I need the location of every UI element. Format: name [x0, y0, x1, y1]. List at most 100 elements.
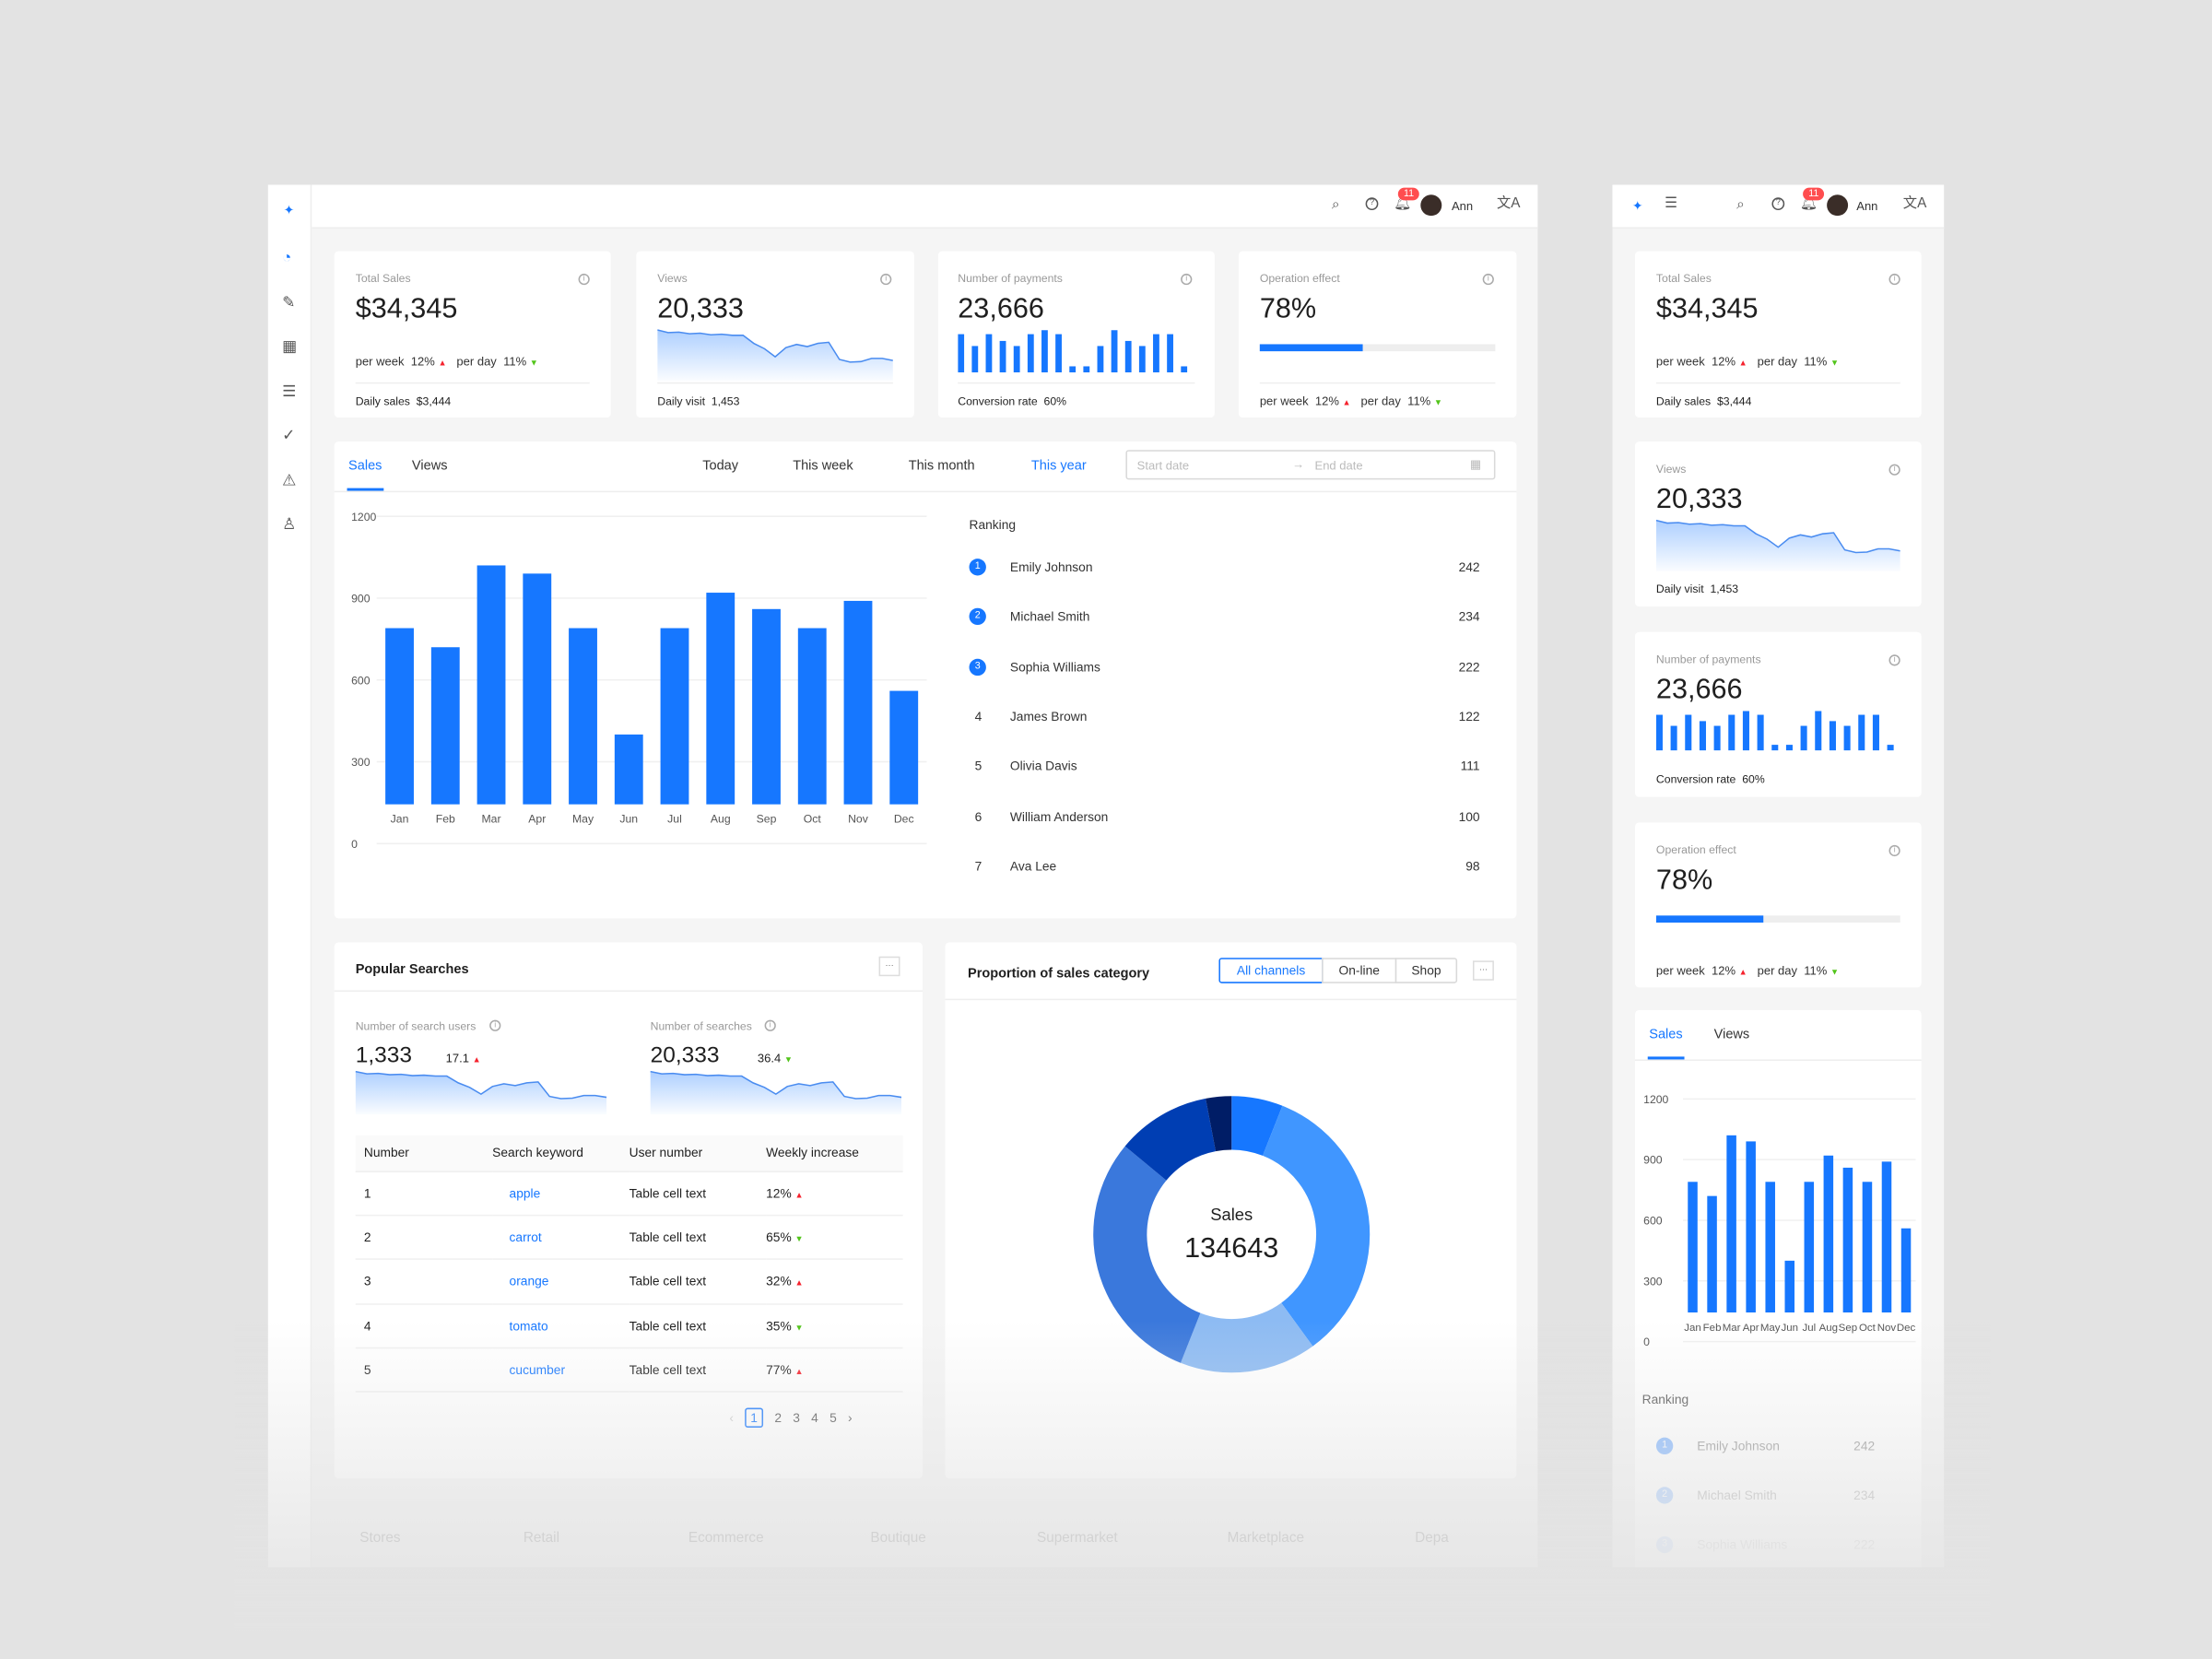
avatar[interactable] — [1420, 194, 1442, 217]
info-icon[interactable]: i — [1888, 654, 1900, 666]
footer-tab[interactable]: Boutique — [870, 1530, 926, 1547]
y-tick-label: 300 — [1643, 1275, 1663, 1288]
ranking-item: 5 Olivia Davis 111 — [970, 758, 1480, 777]
views-sparkline — [657, 329, 893, 382]
range-year[interactable]: This year — [1030, 458, 1087, 475]
card-value: 20,333 — [1655, 483, 1743, 515]
date-range-picker[interactable]: Start date → End date ▦ — [1125, 450, 1496, 480]
sparkline-line — [650, 1070, 902, 1100]
tab-views[interactable]: Views — [1713, 1027, 1750, 1043]
footer-tab[interactable]: Marketplace — [1227, 1530, 1304, 1547]
check-circle-icon[interactable]: ✓ — [282, 427, 296, 445]
footer-tab[interactable]: Ecommerce — [688, 1530, 764, 1547]
rank-name: Sophia Williams — [1009, 659, 1100, 675]
info-icon[interactable]: i — [880, 273, 892, 286]
payment-bar — [1027, 334, 1034, 373]
help-icon[interactable]: ? — [1771, 197, 1785, 211]
card-value: $34,345 — [1655, 293, 1759, 325]
cell-keyword[interactable]: orange — [509, 1274, 549, 1289]
search-users-value: 1,333 — [355, 1043, 413, 1068]
warning-icon[interactable]: ⚠ — [282, 471, 297, 489]
range-week[interactable]: This week — [793, 458, 853, 475]
info-icon[interactable]: i — [489, 1019, 501, 1031]
tab-views[interactable]: Views — [411, 458, 448, 475]
cell-number: 3 — [363, 1274, 371, 1289]
segment-shop[interactable]: Shop — [1394, 958, 1458, 983]
footer-tab[interactable]: Stores — [359, 1530, 401, 1547]
tab-indicator — [347, 488, 384, 491]
search-icon[interactable]: ⌕ — [1736, 197, 1745, 214]
tab-sales[interactable]: Sales — [348, 458, 382, 475]
translate-icon[interactable]: 文A — [1902, 195, 1927, 212]
dashboard-icon[interactable]: ◔ — [282, 249, 292, 267]
avatar[interactable] — [1827, 194, 1849, 217]
payment-bar — [1843, 725, 1851, 751]
info-icon[interactable]: i — [578, 273, 590, 286]
info-icon[interactable]: i — [1888, 464, 1900, 476]
payments-bars — [1655, 711, 1894, 751]
week-value: 12% — [1314, 394, 1339, 408]
user-name[interactable]: Ann — [1856, 198, 1878, 214]
range-month[interactable]: This month — [908, 458, 975, 475]
bar-apr — [1746, 1141, 1756, 1313]
footer-value: 1,453 — [711, 394, 740, 408]
col-user-number[interactable]: User number — [629, 1146, 703, 1160]
more-button[interactable]: ··· — [878, 956, 900, 977]
bar-oct — [797, 628, 827, 805]
donut-slice — [1231, 1096, 1283, 1156]
menu-icon[interactable]: ☰ — [1665, 195, 1677, 212]
search-icon[interactable]: ⌕ — [1331, 197, 1340, 214]
bar-sep — [752, 608, 781, 805]
form-icon[interactable]: ✎ — [282, 294, 296, 312]
bar-jan — [385, 628, 414, 805]
footer-value: 60% — [1742, 772, 1765, 786]
footer-tab[interactable]: Supermarket — [1036, 1530, 1118, 1547]
user-icon[interactable]: ♙ — [282, 516, 297, 534]
info-icon[interactable]: i — [764, 1019, 776, 1031]
cell-keyword[interactable]: carrot — [509, 1230, 542, 1245]
ranking-item: 3 Sophia Williams 222 — [969, 658, 1480, 677]
bar-jan — [1688, 1182, 1698, 1313]
end-date-input[interactable]: End date — [1314, 458, 1363, 473]
x-tick-label: Mar — [481, 813, 500, 826]
translate-icon[interactable]: 文A — [1496, 195, 1521, 212]
footer-tab[interactable]: Depa — [1415, 1530, 1449, 1547]
rank-name: Michael Smith — [1009, 609, 1090, 624]
segment-online[interactable]: On-line — [1322, 958, 1397, 983]
col-number: Number — [363, 1146, 409, 1160]
day-value: 11% — [1804, 354, 1828, 369]
up-arrow-icon: ▲ — [472, 1056, 481, 1065]
user-name[interactable]: Ann — [1451, 198, 1474, 214]
down-arrow-icon: ▼ — [783, 1056, 794, 1065]
table-icon[interactable]: ▦ — [282, 338, 298, 356]
info-icon[interactable]: i — [1888, 844, 1900, 857]
cell-keyword[interactable]: apple — [509, 1185, 541, 1201]
col-keyword: Search keyword — [492, 1146, 583, 1160]
logo: ✦ — [283, 203, 295, 218]
info-icon[interactable]: i — [1181, 273, 1193, 286]
info-icon[interactable]: i — [1888, 273, 1900, 286]
card-label: Operation effect — [1259, 272, 1340, 286]
more-button[interactable]: ··· — [1472, 960, 1494, 981]
payment-bar — [1699, 721, 1706, 751]
week-value: 12% — [1711, 963, 1736, 978]
range-today[interactable]: Today — [702, 458, 739, 475]
payment-bar — [1153, 334, 1159, 373]
help-icon[interactable]: ? — [1365, 197, 1379, 211]
start-date-input[interactable]: Start date — [1136, 458, 1190, 473]
donut-slice — [1093, 1146, 1201, 1363]
payment-bar — [1757, 714, 1764, 751]
x-tick-label: Jan — [391, 813, 409, 826]
col-weekly-increase[interactable]: Weekly increase — [766, 1146, 859, 1160]
bar-may — [569, 628, 597, 805]
calendar-icon[interactable]: ▦ — [1469, 456, 1482, 472]
segment-all-channels[interactable]: All channels — [1218, 958, 1324, 983]
list-icon[interactable]: ☰ — [282, 382, 297, 400]
info-icon[interactable]: i — [1482, 273, 1494, 286]
footer-tab[interactable]: Retail — [523, 1530, 560, 1547]
payment-bar — [1041, 330, 1048, 373]
tab-sales[interactable]: Sales — [1649, 1027, 1683, 1043]
footer-label: Daily sales — [355, 394, 410, 408]
footer-value: $3,444 — [416, 394, 452, 408]
bar-jun — [1784, 1260, 1795, 1313]
